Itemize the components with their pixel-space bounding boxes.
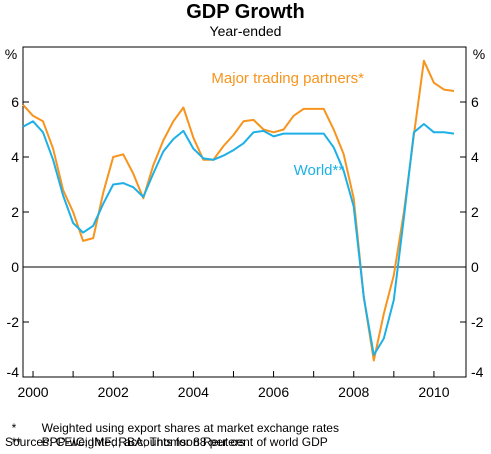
footnote-1-text: Weighted using export shares at market e… (41, 421, 339, 435)
footnote-1: * Weighted using export shares at market … (5, 407, 339, 435)
y-tick-label-left: -2 (7, 314, 20, 330)
plot-frame (22, 46, 467, 378)
x-tick-label: 2010 (418, 384, 449, 400)
y-tick-label-left: -4 (7, 364, 20, 380)
footnote-1-mark: * (11, 421, 17, 435)
footnote-2-text: PPP-weighted; accounts for 88 per cent o… (41, 435, 328, 449)
x-tick-label: 2002 (98, 384, 129, 400)
y-unit-right: % (473, 46, 485, 62)
series-line-world (22, 120, 455, 356)
series-line-major-trading-partners (22, 59, 455, 362)
y-tick-label-right: 4 (471, 149, 479, 165)
y-tick-label-left: 4 (11, 149, 19, 165)
y-tick-label-right: 0 (471, 259, 479, 275)
y-tick-label-left: 6 (11, 94, 19, 110)
y-unit-left: % (5, 46, 17, 62)
x-tick-label: 2004 (178, 384, 209, 400)
y-tick-label-right: -2 (471, 314, 484, 330)
series-label-major-trading-partners: Major trading partners* (211, 70, 364, 87)
y-tick-label-right: 2 (471, 204, 479, 220)
chart-title: GDP Growth (186, 1, 305, 23)
sources-note: Sources: CEIC; IMF; RBA; Thomson Reuters (5, 435, 245, 449)
footnote-2: ** PPP-weighted; accounts for 88 per cent… (5, 421, 328, 449)
x-tick-label: 2006 (258, 384, 289, 400)
y-tick-label-right: 6 (471, 94, 479, 110)
y-tick-label-left: 0 (11, 259, 19, 275)
chart-subtitle: Year-ended (209, 23, 282, 39)
series-label-world: World** (294, 162, 345, 179)
y-tick-label-left: 2 (11, 204, 19, 220)
y-tick-label-right: -4 (471, 364, 484, 380)
x-tick-label: 2000 (17, 384, 48, 400)
footnote-2-mark: ** (11, 435, 22, 449)
x-tick-label: 2008 (338, 384, 369, 400)
